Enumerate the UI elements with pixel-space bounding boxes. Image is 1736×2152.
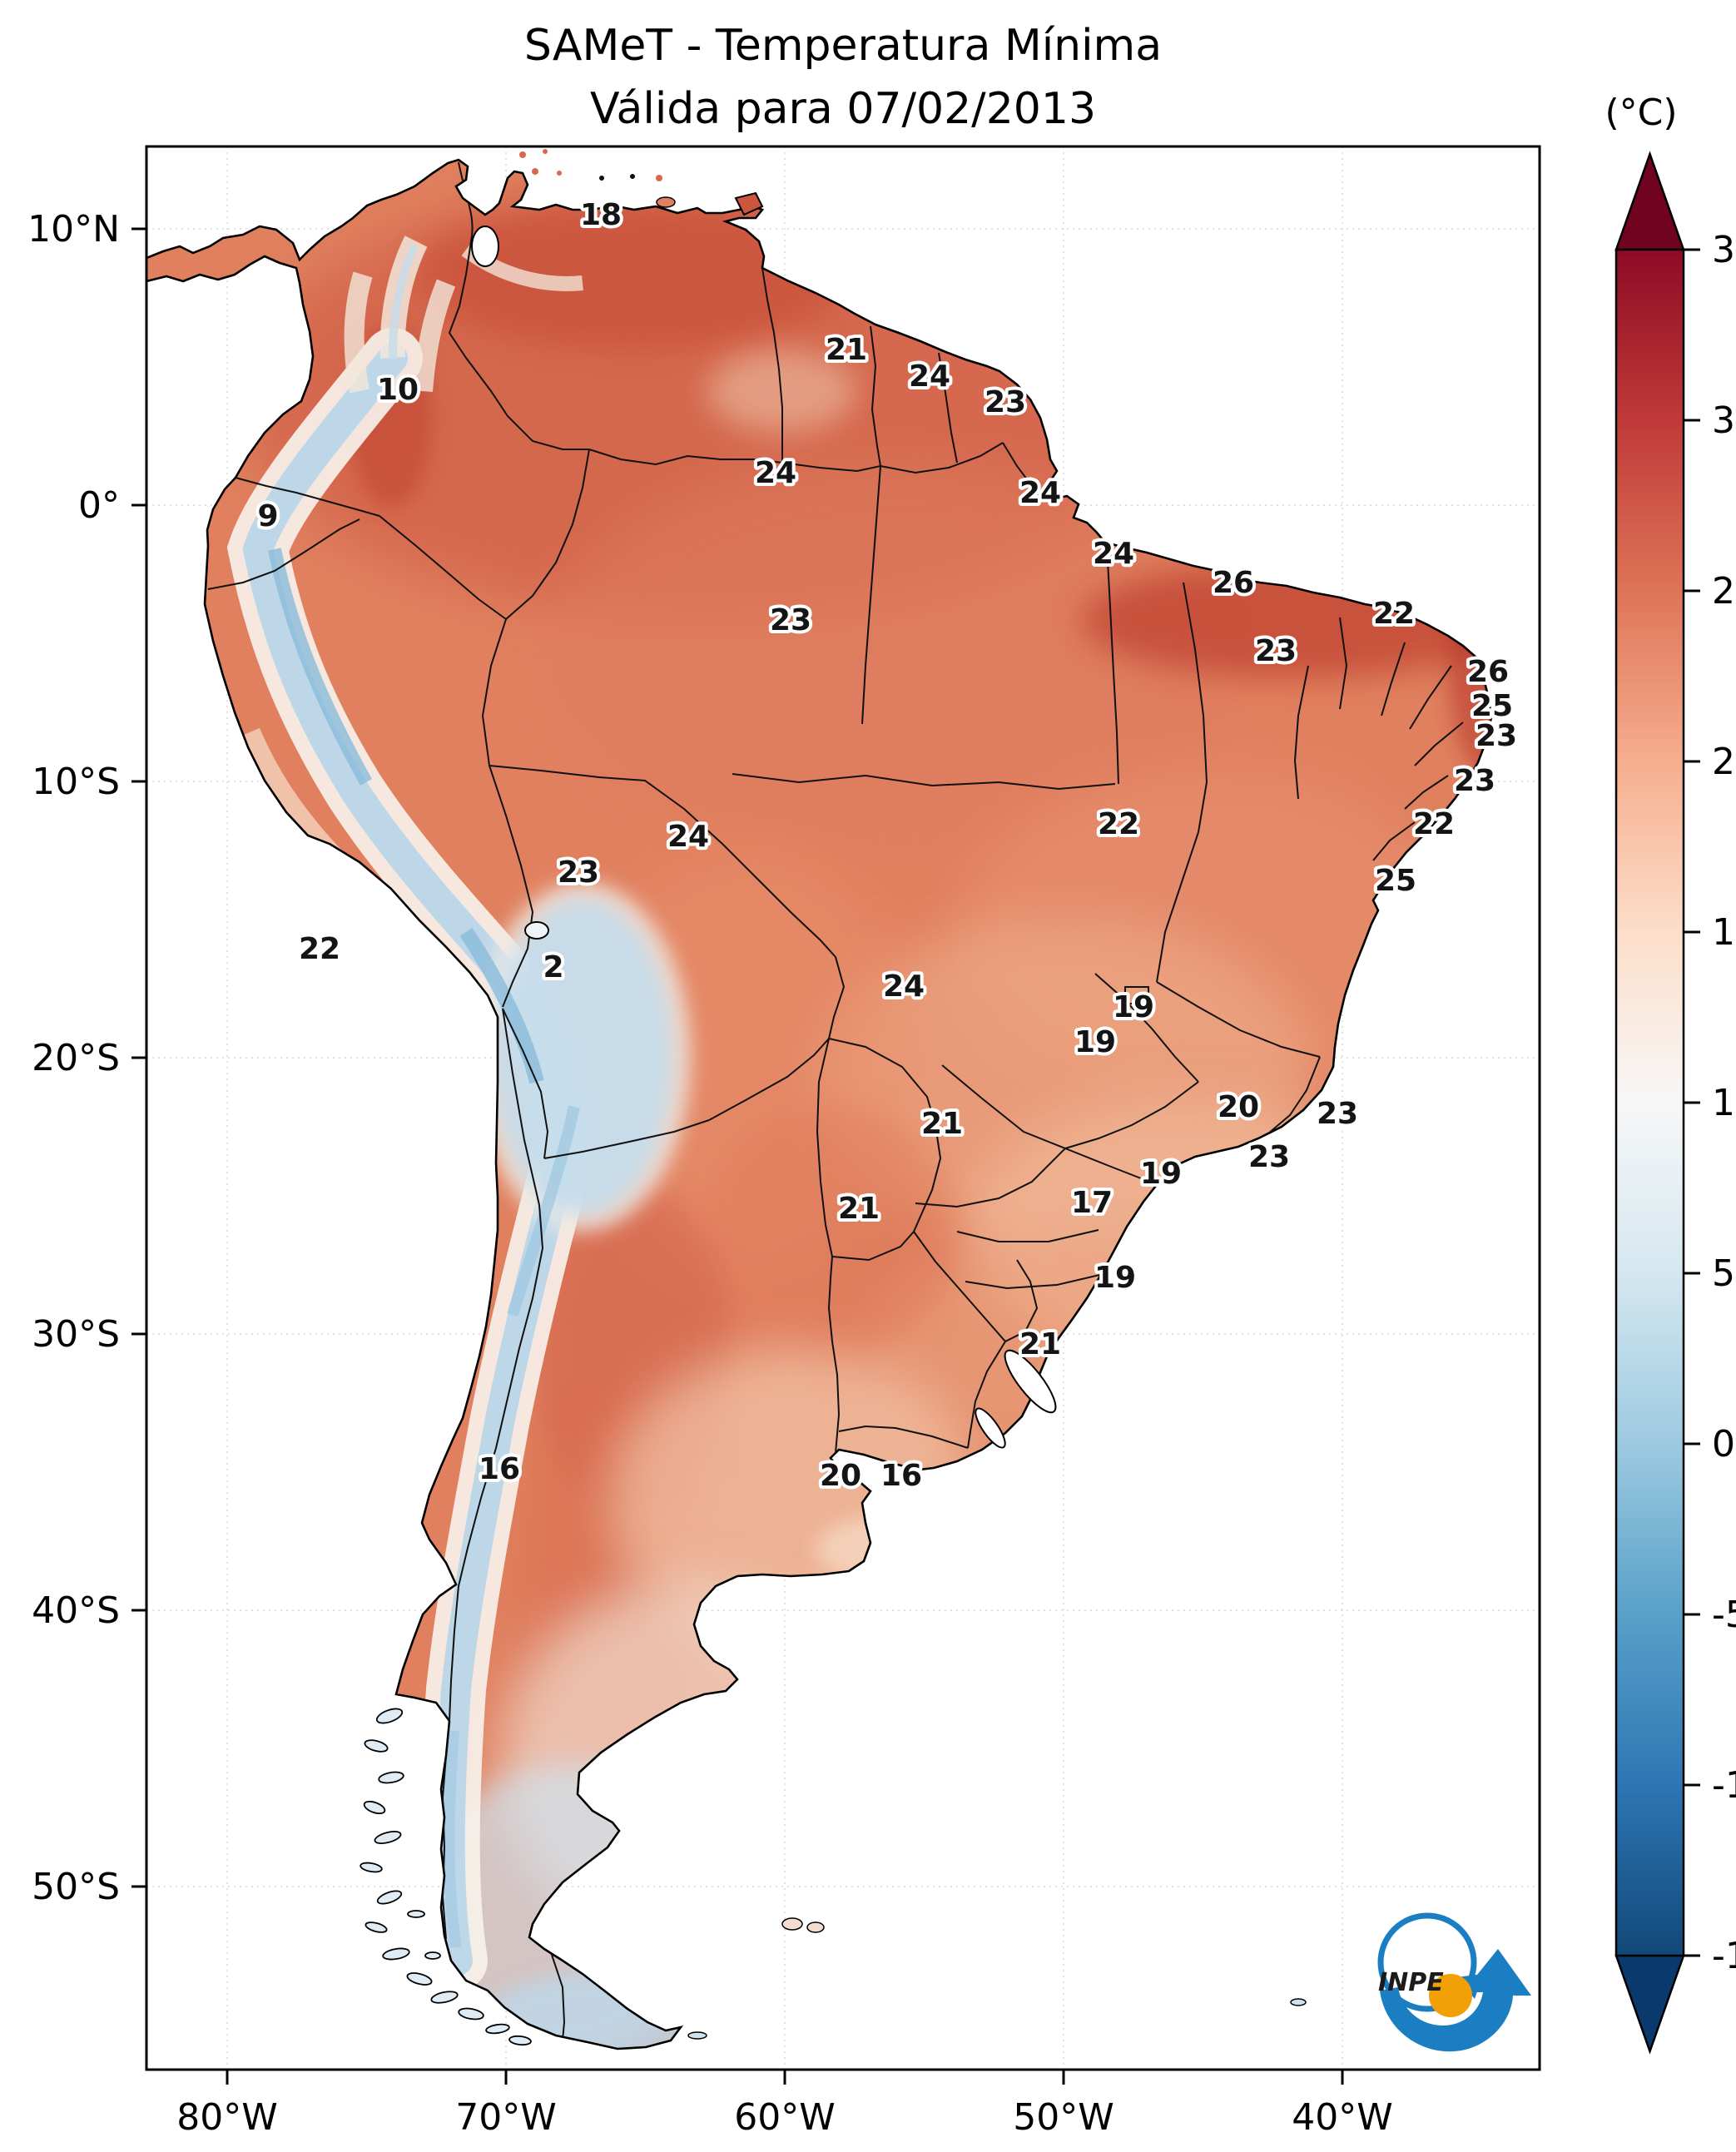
y-axis-tick-label: 10°N [27,208,120,250]
temperature-labels: 1810921242324242426222326252323222523242… [254,195,1520,1496]
inpe-logo-orbit [1377,1912,1477,2012]
title-line-1: SAMeT - Temperatura Mínima [524,21,1162,71]
temperature-label: 18 [580,198,622,232]
temperature-label: 23 [770,603,811,637]
colorbar-tick-label: 10 [1712,1082,1736,1124]
colorbar-tick-label: 0 [1712,1423,1735,1465]
temperature-label: 20 [820,1459,861,1493]
chart-title: SAMeT - Temperatura Mínima Válida para 0… [524,21,1162,134]
y-axis-tick-label: 30°S [32,1313,120,1356]
political-borders [207,161,1464,2041]
colorbar-tick-label: 30 [1712,399,1736,442]
lagoa-mirim [975,1407,1006,1449]
temperature-label: 21 [826,333,867,367]
temperature-label: 22 [1373,597,1415,631]
temperature-label: 22 [1098,807,1139,841]
colorbar-tick-label: -10 [1712,1764,1736,1807]
x-axis-tick-label: 80°W [176,2096,278,2139]
temperature-label: 23 [985,385,1026,419]
colorbar-tick-label: 35 [1712,229,1736,271]
temperature-label: 10 [377,373,419,407]
temperature-label: 25 [1471,689,1513,723]
colorbar-unit-label: (°C) [1605,92,1677,134]
temperature-label: 24 [755,456,796,490]
colorbar-tick-label: 25 [1712,570,1736,612]
inpe-logo: INPE [1377,1912,1531,2052]
temperature-label: 16 [880,1459,922,1493]
temperature-label: 24 [909,359,950,394]
x-axis-tick-label: 40°W [1292,2096,1393,2139]
temperature-label: 21 [838,1192,880,1226]
temperature-label: 19 [1140,1157,1182,1191]
y-axis-tick-label: 20°S [32,1037,120,1079]
temperature-label: 21 [921,1107,963,1141]
temperature-label: 23 [1248,1140,1290,1174]
temperature-label: 20 [1218,1090,1259,1124]
inpe-logo-swoosh-arrow [1380,1949,1531,2052]
temperature-label: 26 [1467,655,1509,689]
lagoa-dos-patos [1004,1349,1057,1414]
temperature-label: 23 [1476,719,1517,753]
title-line-2: Válida para 07/02/2013 [590,84,1096,134]
lakes [471,226,1057,1449]
temperature-label: 16 [479,1452,520,1486]
temperature-label: 24 [883,969,925,1004]
temperature-label: 19 [1074,1025,1116,1059]
temperature-label: 22 [299,932,340,966]
lake-titicaca [524,921,549,940]
temperature-label: 25 [1375,864,1416,898]
colorbar-gradient [1614,248,1685,1957]
y-axis-tick-label: 0° [78,484,120,527]
colorbar-tick-label: 20 [1712,741,1736,783]
temperature-label: 23 [1317,1097,1358,1131]
temperature-label: 9 [257,499,278,533]
chilean-fjords [360,1708,532,2046]
inpe-logo-text: INPE [1378,1968,1444,1997]
temperature-label: 21 [1019,1327,1061,1361]
temperature-label: 23 [1255,634,1297,668]
colorbar-bottom-arrow [1614,1954,1685,2055]
x-axis-tick-label: 50°W [1013,2096,1114,2139]
inpe-logo-orange-dot [1429,1974,1472,2017]
temperature-label: 23 [558,855,599,890]
x-axis-tick-label: 60°W [734,2096,836,2139]
andes-mountains [226,236,691,1991]
axis-ticks: 10°N 0° 10°S 20°S 30°S 40°S 50°S 80°W 70°W 60°W 50… [27,208,1393,2139]
colorbar-tick-label: -15 [1712,1935,1736,1977]
colorbar-top-arrow [1614,151,1685,251]
temperature-label: 26 [1213,566,1254,600]
temperature-label: 19 [1113,990,1154,1024]
map-frame [145,145,1541,2071]
temperature-label: 24 [1093,537,1134,571]
colorbar-tick-label: 15 [1712,911,1736,954]
temperature-label: 24 [1019,476,1061,510]
y-axis-tick-label: 40°S [32,1589,120,1632]
temperature-label: 23 [1454,764,1495,798]
colorbar-ticks: 35 30 25 20 15 10 5 0 -5 -10 -15 [1684,229,1736,1977]
colorbar: (°C) 35 30 25 20 15 10 5 0 -5 -10 -15 [1605,92,1736,2055]
temperature-label: 24 [667,820,709,854]
lake-maracaibo [471,226,499,267]
temperature-label: 17 [1071,1186,1113,1220]
temperature-label: 22 [1413,807,1455,841]
temperature-label: 2 [543,950,563,984]
islands [519,149,1307,2040]
colorbar-tick-label: -5 [1712,1594,1736,1636]
temperature-label: 19 [1094,1261,1136,1295]
y-axis-tick-label: 10°S [32,761,120,803]
x-axis-tick-label: 70°W [455,2096,557,2139]
y-axis-tick-label: 50°S [32,1866,120,1908]
colorbar-tick-label: 5 [1712,1252,1735,1295]
